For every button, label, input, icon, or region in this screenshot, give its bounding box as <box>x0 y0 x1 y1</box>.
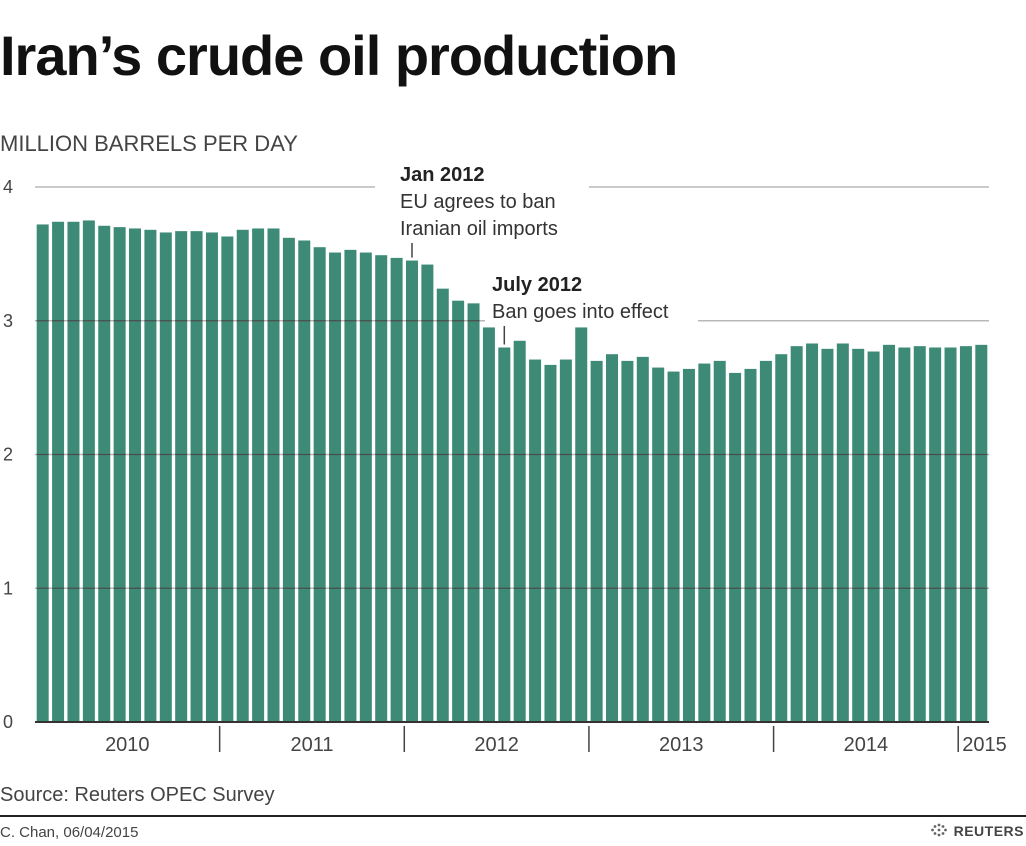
bar <box>652 367 665 722</box>
year-label: 2014 <box>844 734 889 756</box>
bar <box>606 354 619 722</box>
bar <box>221 236 234 723</box>
bar <box>359 252 372 723</box>
bar <box>436 288 449 722</box>
bar <box>913 346 926 722</box>
annotation-title: Jan 2012 <box>400 164 485 186</box>
source-note: Source: Reuters OPEC Survey <box>0 784 275 806</box>
bar <box>67 221 80 722</box>
bar <box>775 354 788 722</box>
bar <box>375 255 388 722</box>
year-label: 2010 <box>105 734 150 756</box>
bar <box>744 368 757 722</box>
bar-chart: 0 1 2 3 4 2010 2011 2012 2013 2014 2015 Jan 2012 EU … <box>3 164 1007 756</box>
bar <box>698 363 711 722</box>
annotation-text: Ban goes into effect <box>492 301 669 323</box>
bar <box>82 220 95 722</box>
brand-name: REUTERS <box>953 823 1024 839</box>
bar <box>575 327 588 722</box>
bar <box>205 232 218 722</box>
bar <box>759 360 772 723</box>
y-tick-label: 1 <box>3 578 13 598</box>
bar <box>513 340 526 722</box>
bar <box>590 360 603 723</box>
bar <box>329 252 342 723</box>
y-tick-label: 3 <box>3 311 13 331</box>
bar <box>836 343 849 722</box>
reuters-dots-icon <box>930 823 947 837</box>
bar <box>36 224 49 722</box>
bar <box>159 232 172 722</box>
bar <box>682 368 695 722</box>
bar <box>313 247 326 722</box>
bar <box>790 346 803 722</box>
bar <box>867 351 880 722</box>
bar <box>236 229 249 723</box>
bar <box>405 260 418 722</box>
annotation-text: EU agrees to ban <box>400 191 556 213</box>
bar <box>898 347 911 722</box>
bar <box>975 344 988 722</box>
bar <box>729 372 742 722</box>
bar <box>529 359 542 722</box>
bar <box>298 240 311 722</box>
bar <box>129 228 142 722</box>
y-tick-label: 0 <box>3 712 13 732</box>
bar <box>667 371 680 722</box>
bar <box>113 227 126 723</box>
year-label: 2015 <box>962 734 1007 756</box>
bar <box>421 264 434 722</box>
bar <box>144 229 157 723</box>
bar <box>806 343 819 722</box>
bar <box>929 347 942 722</box>
bar <box>190 231 203 722</box>
bar <box>498 347 511 722</box>
bar <box>467 303 480 722</box>
brand-logo: REUTERS <box>929 822 1024 840</box>
bar <box>959 346 972 722</box>
bar <box>559 359 572 722</box>
y-tick-label: 4 <box>3 177 13 197</box>
credit-line: C. Chan, 06/04/2015 <box>0 824 139 841</box>
year-label: 2013 <box>659 734 704 756</box>
bar <box>98 225 111 723</box>
year-label: 2011 <box>290 734 333 756</box>
footer-divider <box>0 815 1026 817</box>
bar <box>821 348 834 722</box>
bar <box>452 300 465 722</box>
bar <box>175 231 188 722</box>
bar <box>282 237 295 722</box>
annotation-text: Iranian oil imports <box>400 218 558 240</box>
bar <box>52 221 65 722</box>
bar <box>482 327 495 722</box>
bar <box>390 257 403 722</box>
unit-label: MILLION BARRELS PER DAY <box>0 131 298 156</box>
y-tick-label: 2 <box>3 445 13 465</box>
chart-title: Iran’s crude oil production <box>0 24 678 87</box>
bar <box>621 360 634 723</box>
bar <box>713 360 726 723</box>
bar <box>252 228 265 722</box>
annotation-title: July 2012 <box>492 274 582 296</box>
bar <box>636 356 649 722</box>
year-label: 2012 <box>474 734 519 756</box>
bar <box>267 228 280 722</box>
bar <box>852 348 865 722</box>
bar <box>882 344 895 722</box>
bar <box>944 347 957 722</box>
bar <box>544 364 557 722</box>
bar <box>344 249 357 723</box>
